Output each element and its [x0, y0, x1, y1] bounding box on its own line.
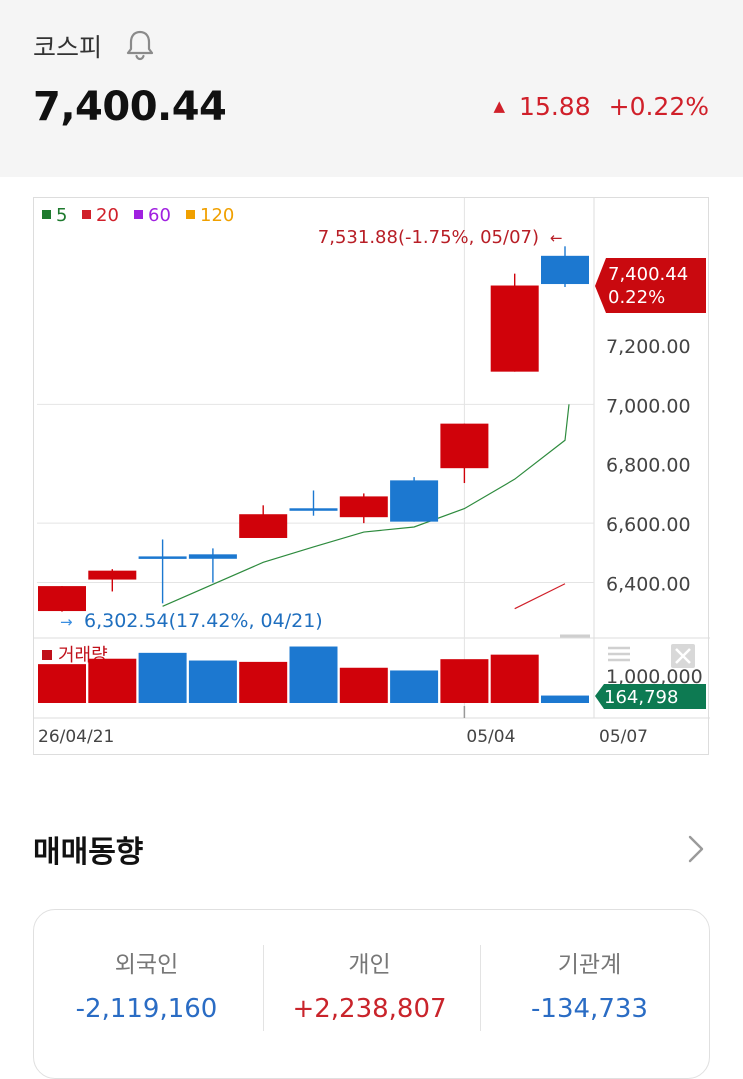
candle-body [88, 570, 137, 580]
y-tick-label: 7,200.00 [606, 336, 691, 358]
legend-label: 5 [56, 205, 67, 226]
change-percent: +0.22% [608, 92, 709, 121]
chart-svg[interactable]: 7,200.00 7,000.00 6,800.00 6,600.00 6,400.00… [34, 198, 710, 756]
current-price-percent: 0.22% [608, 287, 665, 308]
current-volume-value: 164,798 [604, 687, 678, 708]
up-triangle-icon: ▲ [493, 97, 506, 115]
candle-body [38, 586, 86, 612]
legend-label: 60 [148, 205, 171, 226]
candle-body [188, 554, 237, 559]
volume-tick-label: 1,000,000 [606, 666, 703, 688]
legend-label: 20 [96, 205, 119, 226]
candle-body [440, 423, 489, 469]
volume-bar [138, 652, 187, 703]
trading-value: +2,238,807 [292, 994, 447, 1024]
ma5-line [162, 404, 570, 607]
current-price-value: 7,400.44 [608, 264, 688, 285]
volume-bar [390, 670, 439, 703]
index-change: ▲ 15.88 +0.22% [494, 92, 710, 121]
y-tick-label: 6,600.00 [606, 514, 691, 536]
high-arrow-icon: ← [550, 229, 563, 247]
bell-icon[interactable] [124, 28, 156, 62]
candle-body [339, 496, 388, 518]
volume-bar [289, 646, 338, 703]
trading-label: 기관계 [557, 952, 622, 978]
legend-swatch [134, 210, 143, 219]
candle-body [239, 514, 288, 538]
index-value: 7,400.44 [33, 84, 227, 130]
trading-label: 개인 [348, 952, 391, 978]
candle-body [390, 480, 439, 522]
trading-value: -134,733 [531, 994, 648, 1024]
close-icon [675, 648, 691, 664]
x-tick-label: 05/04 [466, 727, 515, 747]
candle-body [541, 255, 589, 285]
divider [480, 945, 481, 1031]
current-volume-tag [595, 684, 706, 709]
trading-label: 외국인 [114, 952, 179, 978]
volume-bar [239, 661, 288, 703]
volume-bar [188, 660, 237, 703]
y-tick-label: 6,800.00 [606, 455, 691, 477]
change-amount: 15.88 [519, 92, 591, 121]
volume-legend-swatch [42, 650, 52, 660]
legend-label: 120 [200, 205, 234, 226]
low-annotation: 6,302.54(17.42%, 04/21) [84, 610, 323, 632]
legend-swatch [186, 210, 195, 219]
volume-bar [339, 667, 388, 703]
candle-body [289, 508, 338, 511]
candle-body [138, 556, 187, 559]
trading-card: 외국인 -2,119,160 개인 +2,238,807 기관계 -134,73… [33, 909, 710, 1079]
section-title-trading: 매매동향 [33, 835, 144, 870]
volume-bar [38, 664, 86, 703]
current-price-tag [595, 258, 706, 313]
volume-bar [490, 654, 539, 703]
volume-bar [541, 695, 589, 703]
ma20-line [514, 583, 566, 610]
divider [263, 945, 264, 1031]
price-chart[interactable]: 7,200.00 7,000.00 6,800.00 6,600.00 6,400.00… [33, 197, 710, 756]
index-header: 코스피 7,400.44 ▲ 15.88 +0.22% [0, 0, 743, 177]
volume-bar [440, 659, 489, 703]
high-annotation: 7,531.88(-1.75%, 05/07) [318, 227, 539, 248]
chevron-right-icon[interactable] [687, 834, 705, 864]
index-name: 코스피 [33, 33, 103, 62]
candle-body [490, 285, 539, 372]
low-arrow-icon: → [60, 613, 73, 631]
x-tick-label: 26/04/21 [38, 727, 114, 747]
legend-swatch [42, 210, 51, 219]
trading-value: -2,119,160 [75, 994, 218, 1024]
x-tick-label: 05/07 [599, 727, 648, 747]
volume-bar [88, 658, 137, 703]
y-tick-label: 7,000.00 [606, 395, 691, 417]
y-tick-label: 6,400.00 [606, 574, 691, 596]
legend-swatch [82, 210, 91, 219]
